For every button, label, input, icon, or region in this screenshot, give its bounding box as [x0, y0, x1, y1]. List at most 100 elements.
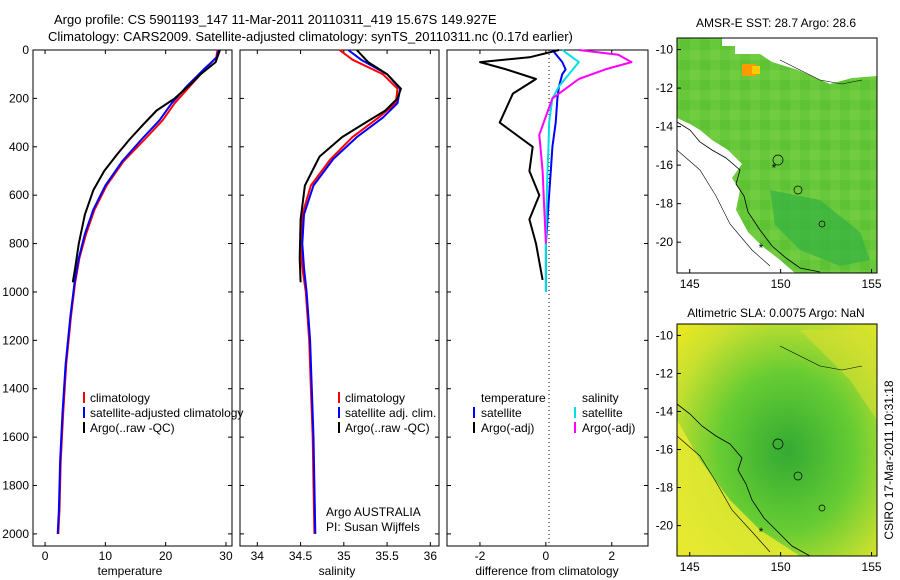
- map-lon-label: 150: [771, 277, 791, 291]
- island-contour: [818, 504, 826, 512]
- legend-sal-satellite-label: satellite: [582, 406, 623, 420]
- x-tick-label: 10: [99, 549, 113, 563]
- depth-tick-label: 0: [22, 43, 29, 57]
- sla-high-band: [800, 330, 877, 420]
- x-tick-label: 34.5: [289, 549, 313, 563]
- legend-climatology-label: climatology: [90, 391, 150, 405]
- salinity-legend: climatology satellite adj. clim. Argo(..…: [338, 391, 436, 435]
- map-lon-label: 155: [862, 560, 882, 574]
- difference-panel: -2 0 2 temperature satellite Argo(-adj) sa…: [446, 49, 649, 578]
- sst-cool-region: [770, 190, 870, 266]
- depth-axis: 0 200 400 600 800 1000 1200 1400 1600 1800 2000: [2, 43, 648, 541]
- salinity-xlabel: salinity: [319, 564, 356, 578]
- depth-tick-label: 800: [9, 237, 29, 251]
- series-line-sal-argo: [538, 49, 633, 244]
- reef-contour: [779, 345, 863, 371]
- difference-legend: temperature satellite Argo(-adj) salinit…: [473, 391, 635, 435]
- reef-contour: [779, 59, 863, 85]
- x-tick-label: 36: [424, 549, 438, 563]
- x-tick-label: 35: [337, 549, 351, 563]
- legend-salinity-heading: salinity: [582, 391, 619, 405]
- header-line1: Argo profile: CS 5901193_147 11-Mar-2011…: [54, 12, 497, 27]
- temperature-panel: 0 10 20 30 climatology satellite-adjusted c…: [32, 49, 243, 578]
- difference-xlabel: difference from climatology: [475, 564, 618, 578]
- temperature-xlabel: temperature: [98, 564, 163, 578]
- map-lat-label: -10: [656, 43, 674, 57]
- series-line-argo: [298, 49, 402, 283]
- series-line-argo: [71, 49, 221, 283]
- map-lat-label: -16: [656, 443, 674, 457]
- island-contour: [793, 185, 803, 195]
- map-lat-label: -18: [656, 481, 674, 495]
- x-tick-label: 2: [608, 549, 615, 563]
- series-line-satellite: [56, 49, 220, 534]
- x-tick-label: 0: [42, 549, 49, 563]
- difference-plot-frame: [446, 49, 649, 547]
- map-lat-label: -16: [656, 158, 674, 172]
- x-tick-label: 30: [219, 549, 233, 563]
- map-lat-label: -14: [656, 404, 674, 418]
- depth-tick-label: 1400: [2, 382, 29, 396]
- series-line-temp-argo: [479, 49, 560, 281]
- series-line-climatology: [299, 49, 399, 534]
- temperature-legend: climatology satellite-adjusted climatolo…: [83, 391, 243, 435]
- x-tick-label: 0: [543, 549, 550, 563]
- legend-sal-argo-label: Argo(-adj): [582, 421, 635, 435]
- sla-map-ticks: 145 150 155 -10 -12 -14 -16 -18 -20: [656, 328, 882, 574]
- map-lat-label: -14: [656, 120, 674, 134]
- map-lon-label: 145: [680, 560, 700, 574]
- argo-location-marker: *: [772, 161, 777, 175]
- legend-climatology-label: climatology: [345, 391, 405, 405]
- series-line-sal-satellite: [544, 49, 580, 292]
- sla-map-title: Altimetric SLA: 0.0075 Argo: NaN: [687, 306, 864, 320]
- argo-australia-annotation: Argo AUSTRALIA: [326, 505, 421, 519]
- x-tick-label: 34: [251, 549, 265, 563]
- island-contour: [818, 220, 826, 228]
- x-tick-label: 35.5: [375, 549, 399, 563]
- header-line2: Climatology: CARS2009. Satellite-adjuste…: [48, 29, 573, 44]
- legend-argo-label: Argo(..raw -QC): [90, 421, 175, 435]
- series-line-satellite: [301, 49, 402, 534]
- legend-temp-satellite-label: satellite: [481, 406, 522, 420]
- legend-satellite-label: satellite-adjusted climatology: [90, 406, 243, 420]
- map-lat-label: -12: [656, 81, 674, 95]
- map-lat-label: -10: [656, 328, 674, 342]
- depth-tick-label: 1200: [2, 333, 29, 347]
- legend-argo-label: Argo(..raw -QC): [345, 421, 430, 435]
- island-contour: [772, 438, 784, 450]
- difference-marks: -2 0 2: [475, 49, 633, 563]
- depth-tick-label: 200: [9, 91, 29, 105]
- map-lon-label: 150: [771, 560, 791, 574]
- depth-tick-label: 600: [9, 188, 29, 202]
- depth-tick-label: 2000: [2, 527, 29, 541]
- map-lat-label: -20: [656, 519, 674, 533]
- sst-map-frame: [676, 37, 878, 274]
- map-lat-label: -12: [656, 366, 674, 380]
- legend-satellite-label: satellite adj. clim.: [345, 406, 436, 420]
- series-line-climatology: [57, 49, 219, 534]
- island-contour: [772, 154, 784, 166]
- coastline: [676, 403, 811, 557]
- argo-location-marker: *: [759, 525, 764, 539]
- x-tick-label: -2: [475, 549, 486, 563]
- sla-map-frame: [676, 323, 878, 557]
- legend-temperature-heading: temperature: [481, 391, 546, 405]
- credit-text: CSIRO 17-Mar-2011 10:31:18: [882, 380, 896, 540]
- argo-location-marker: *: [759, 241, 764, 255]
- temperature-marks: 0 10 20 30: [42, 49, 233, 563]
- depth-tick-label: 1000: [2, 285, 29, 299]
- island-contour: [793, 471, 803, 481]
- sst-map-ticks: 145 150 155 -10 -12 -14 -16 -18 -20: [656, 43, 882, 291]
- map-lat-label: -20: [656, 235, 674, 249]
- depth-tick-label: 1600: [2, 430, 29, 444]
- sla-map: Altimetric SLA: 0.0075 Argo: NaN * 145 15…: [656, 306, 882, 574]
- coastline: [676, 121, 821, 273]
- legend-temp-argo-label: Argo(-adj): [481, 421, 534, 435]
- sla-high-band: [677, 420, 800, 556]
- map-lat-label: -18: [656, 197, 674, 211]
- shelf-contour: [676, 435, 771, 553]
- pi-annotation: PI: Susan Wijffels: [326, 520, 420, 534]
- sst-map-title: AMSR-E SST: 28.7 Argo: 28.6: [696, 16, 856, 30]
- map-lon-label: 145: [680, 277, 700, 291]
